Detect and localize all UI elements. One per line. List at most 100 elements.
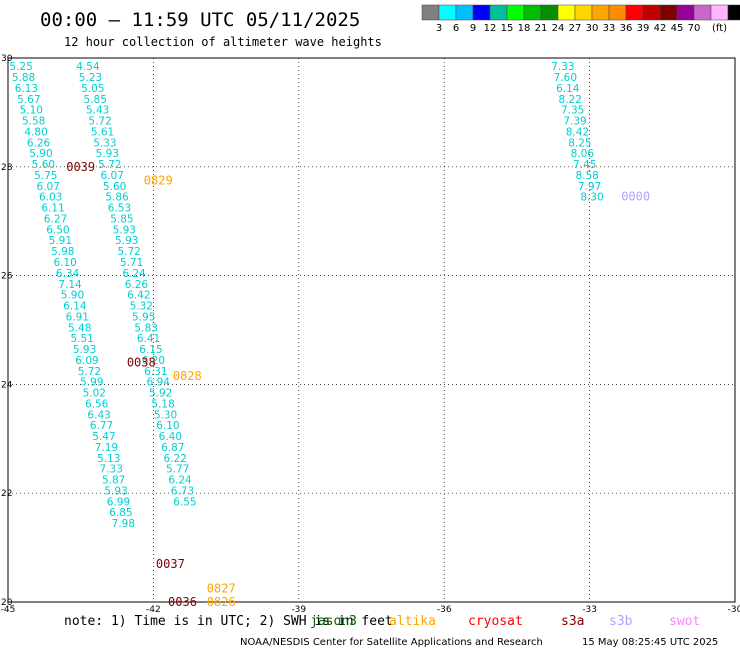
satellite-legend: jason3 altika cryosat s3a s3b swot [310,614,700,629]
wave-height-point: 5.98 [51,246,74,258]
colorbar-tick-label: 15 [501,23,514,34]
wave-height-point: 6.56 [85,398,109,410]
colorbar-swatch [557,4,576,21]
legend-item-jason3: jason3 [310,614,357,629]
wave-height-point: 7.33 [100,464,123,476]
wave-height-point: 6.43 [87,409,110,421]
x-tick-label: -42 [146,605,161,615]
wave-height-point: 5.95 [132,311,155,323]
wave-height-point: 5.91 [49,235,72,247]
wave-height-point: 6.31 [144,366,167,378]
colorbar-tick-label: 45 [671,23,684,34]
x-tick-label: -33 [582,605,597,615]
wave-height-point: 5.43 [86,105,109,117]
pass-time-label: 0828 [173,369,202,383]
colorbar-tick-label: 70 [688,23,701,34]
wave-height-point: 7.19 [95,442,118,454]
wave-height-point: 5.47 [92,431,115,443]
wave-height-point: 5.72 [117,246,140,258]
wave-height-point: 6.27 [44,213,67,225]
wave-height-point: 5.67 [17,94,40,106]
colorbar-swatch [574,4,593,21]
wave-height-point: 7.33 [551,61,574,73]
x-tick-label: -39 [291,605,306,615]
wave-height-point: 7.97 [578,181,601,193]
wave-height-point: 5.02 [83,388,106,400]
y-tick-label: 28 [1,163,13,173]
wave-height-point: 5.13 [97,453,120,465]
colorbar-swatch [625,4,644,21]
colorbar-swatch [659,4,678,21]
y-tick-label: 24 [1,380,13,390]
legend-item-swot: swot [669,614,700,629]
y-tick-label: 22 [1,489,12,499]
wave-height-point: 8.22 [559,94,582,106]
wave-height-point: 4.80 [24,126,47,138]
colorbar-tick-label: 18 [518,23,531,34]
wave-height-point: 6.87 [161,442,184,454]
colorbar-tick-label: 42 [654,23,667,34]
wave-height-point: 8.42 [566,126,589,138]
chart-subtitle: 12 hour collection of altimeter wave hei… [64,35,382,49]
wave-height-point: 8.30 [580,192,603,204]
wave-height-point: 5.90 [29,148,52,160]
pass-time-label: 0827 [207,581,236,595]
wave-height-point: 5.48 [68,322,91,334]
wave-height-point: 5.72 [78,366,101,378]
wave-height-point: 6.77 [90,420,113,432]
wave-height-point: 6.55 [173,496,196,508]
wave-height-point: 7.35 [561,105,584,117]
wave-height-point: 5.93 [104,485,127,497]
wave-height-point: 6.03 [39,192,62,204]
wave-height-point: 8.06 [571,148,595,160]
wave-height-point: 5.77 [166,464,189,476]
wave-height-point: 6.13 [15,83,38,95]
wave-height-point: 6.10 [53,257,76,269]
colorbar-tick-label: 39 [637,23,650,34]
colorbar-swatch [727,4,740,21]
footer-timestamp: 15 May 08:25:45 UTC 2025 [582,637,718,648]
wave-height-point: 6.20 [142,355,165,367]
colorbar-tick-label: 33 [603,23,616,34]
colorbar-swatch [421,4,440,21]
x-tick-label: -36 [437,605,452,615]
chart-title: 00:00 – 11:59 UTC 05/11/2025 [40,9,360,31]
wave-height-point: 7.98 [112,518,135,530]
wave-height-point: 5.93 [113,224,136,236]
colorbar-swatch [540,4,559,21]
wave-height-point: 6.94 [147,377,171,389]
wave-height-point: 5.72 [88,116,111,128]
legend-item-cryosat: cryosat [468,614,523,629]
wave-height-point: 6.07 [101,170,124,182]
wave-height-point: 6.24 [122,268,146,280]
colorbar-swatch [591,4,610,21]
wave-height-point: 5.90 [61,290,84,302]
y-tick-label: 30 [1,54,13,64]
wave-height-point: 6.40 [159,431,182,443]
wave-height-point: 5.71 [120,257,143,269]
y-tick-label: 26 [1,272,13,282]
wave-height-point: 6.42 [127,290,150,302]
wave-height-point: 6.22 [164,453,187,465]
colorbar-tick-label: 9 [470,23,476,34]
wave-height-point: 6.85 [109,507,132,519]
wave-height-point: 6.14 [556,83,580,95]
wave-height-point: 6.11 [41,203,64,215]
wave-height-point: 5.60 [103,181,126,193]
colorbar-swatch [608,4,627,21]
legend-item-s3a: s3a [561,614,584,629]
pass-time-label: 0000 [621,190,650,204]
colorbar-legend: 3 6 9 12 15 18 21 24 27 30 33 36 39 42 45 70 [421,4,740,34]
wave-height-point: 5.93 [115,235,138,247]
colorbar-tick-label: 27 [569,23,582,34]
wave-height-point: 5.05 [81,83,104,95]
wave-height-point: 7.39 [563,116,586,128]
wave-height-point: 6.07 [37,181,60,193]
colorbar-tick-label: 30 [586,23,599,34]
footer-note: note: 1) Time is in UTC; 2) SWH is in fe… [64,614,393,629]
wave-height-point: 6.50 [46,224,69,236]
colorbar-swatch [710,4,729,21]
wave-height-point: 5.92 [149,388,172,400]
wave-height-point: 6.34 [56,268,80,280]
